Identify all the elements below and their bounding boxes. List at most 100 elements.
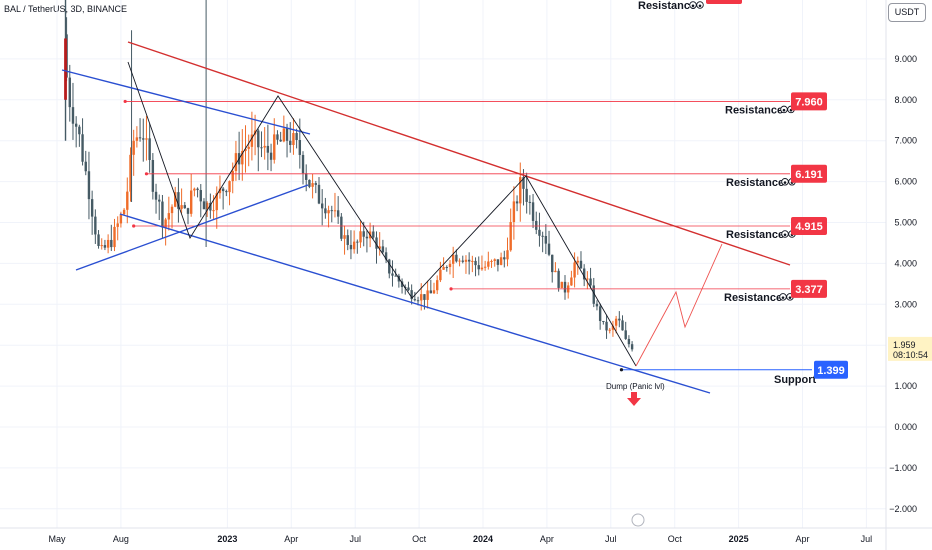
support-value-tag: 1.399 xyxy=(814,360,848,379)
candle-body xyxy=(598,306,602,321)
resistance-value-tag-bg xyxy=(791,164,827,183)
candle-body xyxy=(608,329,611,331)
candle-body xyxy=(375,237,378,249)
resistance-value-tag-bg xyxy=(791,216,827,235)
candle-body xyxy=(113,226,116,248)
candle-body xyxy=(509,222,512,251)
resistance-value-tag: 7.960 xyxy=(791,92,827,111)
candle-body xyxy=(209,202,212,211)
channel-upper-line xyxy=(61,69,311,135)
candle-body xyxy=(439,269,442,281)
candle-body xyxy=(327,210,330,214)
candle-body xyxy=(624,330,627,339)
candle-body xyxy=(461,260,464,262)
candle-body xyxy=(241,150,244,165)
candle-body xyxy=(257,130,260,148)
candle-body xyxy=(448,263,452,268)
candle-body xyxy=(126,191,129,210)
candle-body xyxy=(592,285,595,304)
candle-body xyxy=(336,210,340,217)
candle-body xyxy=(221,188,225,192)
candle-body xyxy=(586,278,589,280)
candle-body xyxy=(234,153,238,172)
candle-body xyxy=(205,202,209,210)
candle-body xyxy=(618,318,621,321)
candle-body xyxy=(477,265,480,270)
resistance-value-tag: 3.377 xyxy=(791,279,827,298)
candle-body xyxy=(614,318,618,326)
x-tick-label: Apr xyxy=(540,534,554,544)
candle-body xyxy=(151,159,155,192)
eyes-icon xyxy=(782,108,786,112)
candle-body xyxy=(570,277,573,286)
candle-body xyxy=(551,254,554,273)
candle-body xyxy=(519,177,522,204)
candle-body xyxy=(557,270,560,288)
y-tick-label: 5.000 xyxy=(894,218,917,228)
candle-body xyxy=(273,134,276,160)
candle-body xyxy=(464,259,468,262)
candle-body xyxy=(292,133,295,145)
y-tick-label: 1.000 xyxy=(894,381,917,391)
candle-body xyxy=(525,188,528,202)
x-tick-label: Jul xyxy=(605,534,617,544)
candle-body xyxy=(595,303,599,307)
currency-button[interactable]: USDT xyxy=(888,3,926,22)
candle-body xyxy=(554,270,557,273)
y-tick-label: 9.000 xyxy=(894,54,917,64)
candle-body xyxy=(467,259,471,262)
candle-body xyxy=(605,321,608,331)
candle-body xyxy=(94,216,97,235)
candle-body xyxy=(535,220,538,230)
candle-body xyxy=(282,128,286,142)
x-tick-label: Apr xyxy=(795,534,809,544)
candle-body xyxy=(394,275,397,277)
candle-body xyxy=(362,231,365,237)
candle-body xyxy=(413,299,417,301)
candle-body xyxy=(167,213,171,220)
candle-body xyxy=(180,205,183,209)
candle-body xyxy=(483,266,487,268)
candle-body xyxy=(218,188,222,194)
candle-body xyxy=(119,214,123,224)
annotation-label: Dump (Panic lvl) xyxy=(606,382,665,391)
candle-body xyxy=(320,203,324,209)
resistance-value-tag-text: 4.915 xyxy=(795,221,823,233)
arrow-down-icon xyxy=(627,392,641,406)
price-tag-bg xyxy=(888,336,932,361)
candle-body xyxy=(333,210,337,212)
resistance-value-tag: 4.915 xyxy=(791,216,827,235)
candle-body xyxy=(142,138,145,140)
candle-body xyxy=(490,260,493,262)
candle-body xyxy=(388,259,391,274)
candle-body xyxy=(276,134,279,140)
candle-body xyxy=(474,260,477,266)
candle-body xyxy=(103,245,107,248)
candle-body xyxy=(611,325,615,330)
candle-body xyxy=(186,208,190,214)
candle-body xyxy=(471,260,474,262)
candle-body xyxy=(250,134,254,147)
candle-body xyxy=(407,287,410,291)
anchor-dot xyxy=(123,99,127,104)
support-value-tag-text: 1.399 xyxy=(817,365,845,377)
candle-body xyxy=(164,219,167,228)
candle-body xyxy=(499,257,503,265)
x-tick-label: Jul xyxy=(349,534,361,544)
candle-body xyxy=(260,147,263,149)
candle-body xyxy=(90,199,94,217)
anchor-dot xyxy=(619,368,624,372)
eyes-icon xyxy=(691,4,695,8)
x-tick-label: Jul xyxy=(861,534,873,544)
x-tick-label: May xyxy=(48,534,66,544)
resistance-label: Resistance xyxy=(726,229,784,241)
resistance-value-tag-text: 3.377 xyxy=(795,284,823,296)
price-axis: 9.0008.0007.0006.0005.0004.0003.0002.000… xyxy=(889,54,917,514)
eyes-icon xyxy=(698,4,702,8)
candle-body xyxy=(87,171,91,200)
candle-body xyxy=(384,252,388,260)
candle-body xyxy=(100,245,103,247)
y-tick-label: −1.000 xyxy=(889,463,917,473)
